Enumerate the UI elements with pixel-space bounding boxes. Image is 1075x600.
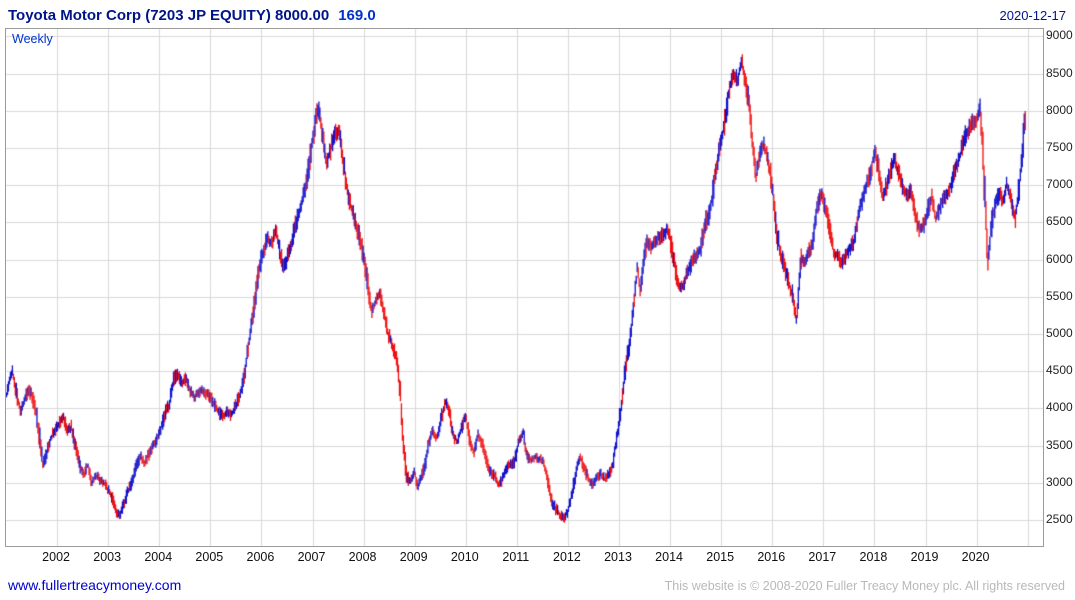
x-tick-label: 2009 xyxy=(399,550,428,564)
x-tick-label: 2018 xyxy=(859,550,888,564)
y-tick-label: 8000 xyxy=(1046,102,1073,117)
y-tick-label: 5500 xyxy=(1046,288,1073,303)
x-tick-label: 2008 xyxy=(348,550,377,564)
y-tick-label: 6000 xyxy=(1046,251,1073,266)
price-change: 169.0 xyxy=(338,7,376,24)
x-tick-label: 2010 xyxy=(450,550,479,564)
y-tick-label: 3500 xyxy=(1046,437,1073,452)
x-tick-label: 2017 xyxy=(808,550,837,564)
chart-date: 2020-12-17 xyxy=(999,8,1067,23)
y-tick-label: 4500 xyxy=(1046,363,1073,378)
x-tick-label: 2015 xyxy=(706,550,735,564)
x-tick-label: 2014 xyxy=(655,550,683,564)
timeframe-label: Weekly xyxy=(12,32,53,46)
website-link[interactable]: www.fullertreacymoney.com xyxy=(8,577,182,593)
x-tick-label: 2006 xyxy=(246,550,275,564)
page-title: Toyota Motor Corp (7203 JP EQUITY) 8000.… xyxy=(8,7,376,24)
x-tick-label: 2011 xyxy=(502,550,530,564)
x-tick-label: 2016 xyxy=(757,550,786,564)
y-tick-label: 9000 xyxy=(1046,28,1073,43)
x-tick-label: 2012 xyxy=(553,550,581,564)
instrument-title: Toyota Motor Corp (7203 JP EQUITY) 8000.… xyxy=(8,7,330,24)
x-tick-label: 2005 xyxy=(195,550,224,564)
y-tick-label: 4000 xyxy=(1046,400,1073,415)
y-tick-label: 6500 xyxy=(1046,214,1073,229)
y-tick-label: 7500 xyxy=(1046,140,1073,155)
copyright-text: This website is © 2008-2020 Fuller Treac… xyxy=(664,579,1065,593)
x-tick-label: 2007 xyxy=(297,550,326,564)
x-tick-label: 2020 xyxy=(961,550,990,564)
x-tick-label: 2003 xyxy=(93,550,122,564)
y-tick-label: 3000 xyxy=(1046,474,1073,489)
y-tick-label: 8500 xyxy=(1046,65,1073,80)
y-tick-label: 2500 xyxy=(1046,511,1073,526)
price-chart-canvas[interactable] xyxy=(6,29,1043,546)
y-tick-label: 5000 xyxy=(1046,325,1073,340)
x-tick-label: 2019 xyxy=(910,550,939,564)
x-tick-label: 2004 xyxy=(144,550,173,564)
x-tick-label: 2002 xyxy=(42,550,70,564)
y-tick-label: 7000 xyxy=(1046,177,1073,192)
plot-area xyxy=(5,28,1044,547)
x-tick-label: 2013 xyxy=(604,550,632,564)
